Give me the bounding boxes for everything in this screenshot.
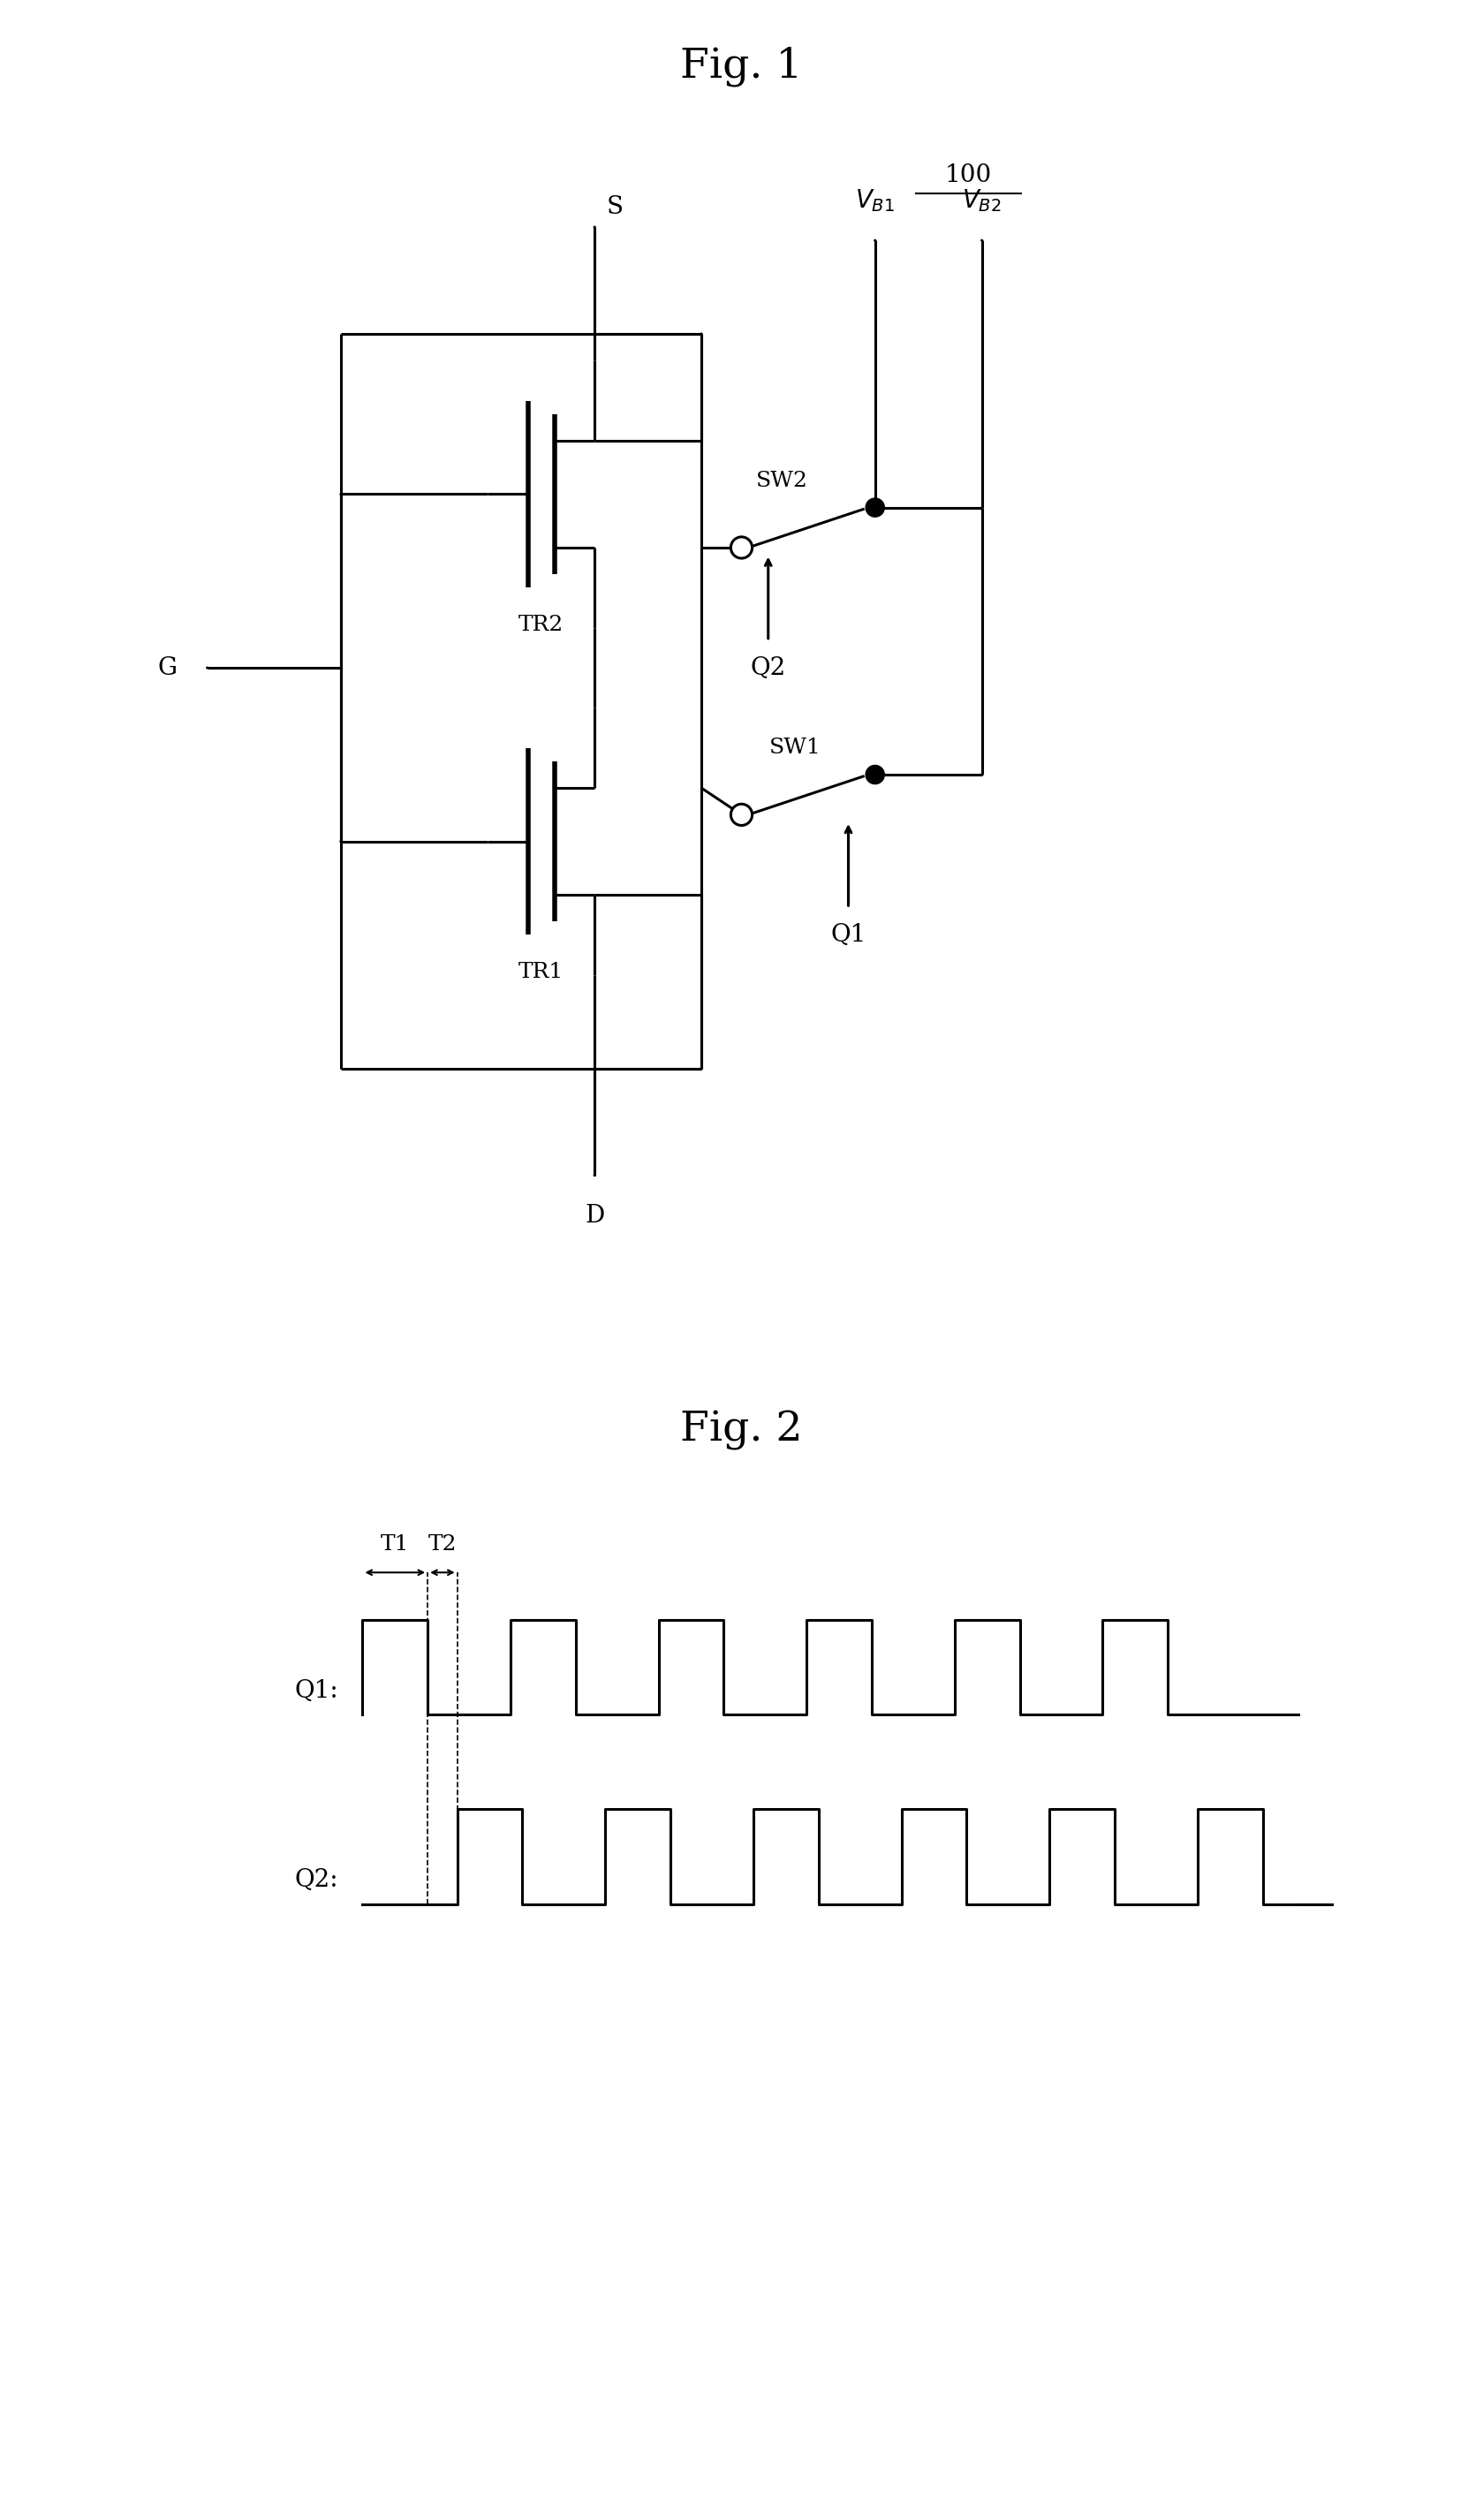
Text: Fig. 2: Fig. 2 bbox=[681, 1411, 802, 1452]
Text: Q2: Q2 bbox=[750, 655, 786, 680]
Text: $V_{B1}$: $V_{B1}$ bbox=[856, 186, 894, 214]
Text: SW2: SW2 bbox=[755, 471, 808, 491]
Text: G: G bbox=[157, 655, 176, 680]
Text: Fig. 1: Fig. 1 bbox=[681, 48, 802, 86]
Text: TR1: TR1 bbox=[519, 963, 564, 983]
Text: $V_{B2}$: $V_{B2}$ bbox=[962, 186, 1001, 214]
Text: S: S bbox=[607, 194, 623, 219]
Circle shape bbox=[866, 766, 884, 784]
Text: Q1: Q1 bbox=[830, 922, 866, 948]
Text: T2: T2 bbox=[429, 1535, 457, 1555]
Circle shape bbox=[731, 537, 752, 559]
Text: T1: T1 bbox=[381, 1535, 409, 1555]
Text: Q1:: Q1: bbox=[295, 1678, 338, 1704]
Text: Q2:: Q2: bbox=[295, 1867, 338, 1893]
Text: 100: 100 bbox=[945, 164, 992, 186]
Circle shape bbox=[866, 499, 884, 517]
Text: SW1: SW1 bbox=[770, 738, 822, 759]
Text: D: D bbox=[584, 1205, 605, 1227]
Text: TR2: TR2 bbox=[519, 615, 564, 635]
Circle shape bbox=[731, 804, 752, 827]
